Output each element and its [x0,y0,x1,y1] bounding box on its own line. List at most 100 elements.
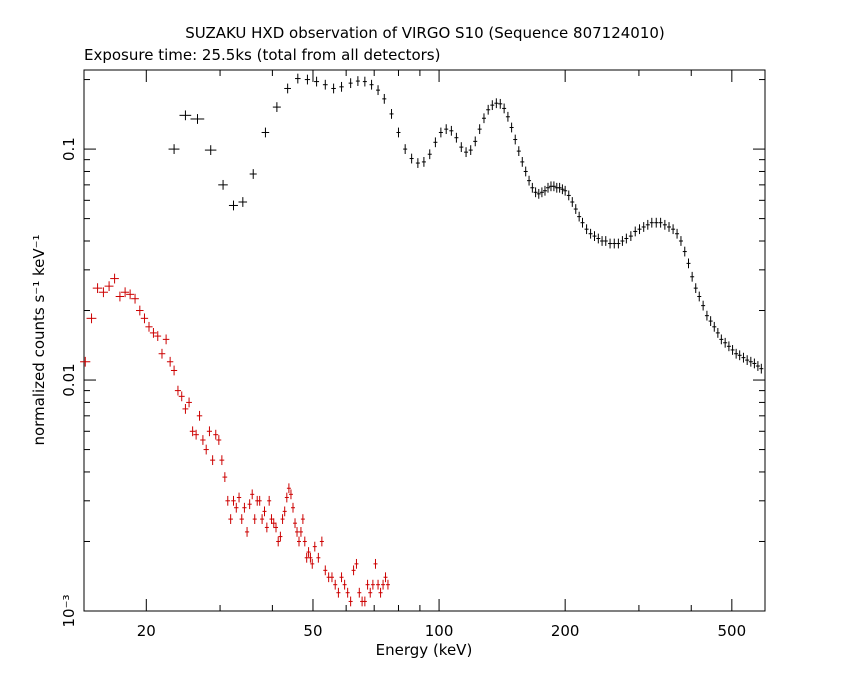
data-point [269,514,274,524]
data-point [213,429,219,440]
data-point [218,179,228,190]
data-point [228,514,233,524]
data-point [592,231,597,241]
data-point [551,181,556,192]
data-point [381,579,386,590]
data-point [162,334,170,345]
data-point [641,222,646,232]
data-point [284,492,289,503]
data-point [516,146,521,157]
data-point [247,499,252,510]
data-point [588,228,593,239]
data-point [409,153,414,164]
data-point [302,536,307,547]
data-point [701,300,706,311]
data-point [231,495,236,506]
x-tick-label: 200 [551,622,580,640]
data-point [339,572,344,583]
data-point [278,531,283,542]
data-point [600,236,605,246]
data-point [319,536,324,547]
data-point [421,157,426,167]
data-point [355,76,360,86]
data-point [654,217,659,228]
data-point [316,552,321,563]
data-point [329,572,334,583]
data-point [678,236,683,246]
data-point [354,558,359,569]
data-point [536,188,541,199]
data-point [573,204,578,214]
data-point [539,187,544,198]
data-point [190,114,205,124]
data-point [449,125,454,136]
data-point [560,184,565,195]
data-point [306,547,311,557]
data-point [174,385,181,396]
data-point [250,489,255,500]
data-point [658,217,663,228]
data-point [438,127,443,138]
data-point [104,281,114,292]
data-series [80,73,764,607]
data-point [637,224,642,235]
data-point [222,472,228,482]
data-point [520,157,525,167]
data-point [86,313,97,324]
data-point [473,136,478,147]
data-point [612,238,617,249]
data-point [236,492,242,503]
data-point [219,455,225,466]
data-point [257,495,262,506]
data-point [509,122,514,133]
data-point [693,283,698,294]
data-point [719,334,724,345]
data-point [403,144,408,154]
data-point [362,596,367,607]
data-point [264,522,269,533]
data-point [444,124,449,135]
data-point [271,518,276,529]
data-point [273,522,278,533]
data-point [288,489,293,500]
data-point [427,149,432,160]
data-point [351,565,356,576]
data-point [179,110,192,121]
data-point [298,527,303,537]
data-point [186,397,192,408]
data-point [566,190,571,201]
data-point [667,222,672,232]
data-point [282,506,287,517]
data-point [206,426,212,437]
data-point [365,579,370,590]
data-point [745,355,750,365]
data-point [624,233,629,244]
data-point [712,321,717,332]
data-point [203,444,209,455]
x-tick-label: 100 [425,622,454,640]
data-point [580,217,585,228]
data-point [481,113,486,124]
y-tick-label: 10⁻³ [60,594,78,627]
data-point [158,348,166,359]
series-1 [80,273,390,607]
data-point [196,410,203,421]
data-point [323,565,328,576]
data-point [486,104,491,115]
data-point [433,137,438,148]
data-point [300,514,305,524]
data-point [166,356,174,367]
data-point [570,197,575,207]
data-point [238,197,248,207]
data-point [523,166,528,177]
data-point [295,73,301,84]
chart-title: SUZAKU HXD observation of VIRGO S10 (Seq… [185,24,665,42]
data-point [383,572,388,583]
data-point [675,228,680,239]
data-point [415,158,420,168]
data-point [312,541,317,552]
data-point [92,283,103,294]
data-point [348,596,353,607]
data-point [686,258,691,269]
